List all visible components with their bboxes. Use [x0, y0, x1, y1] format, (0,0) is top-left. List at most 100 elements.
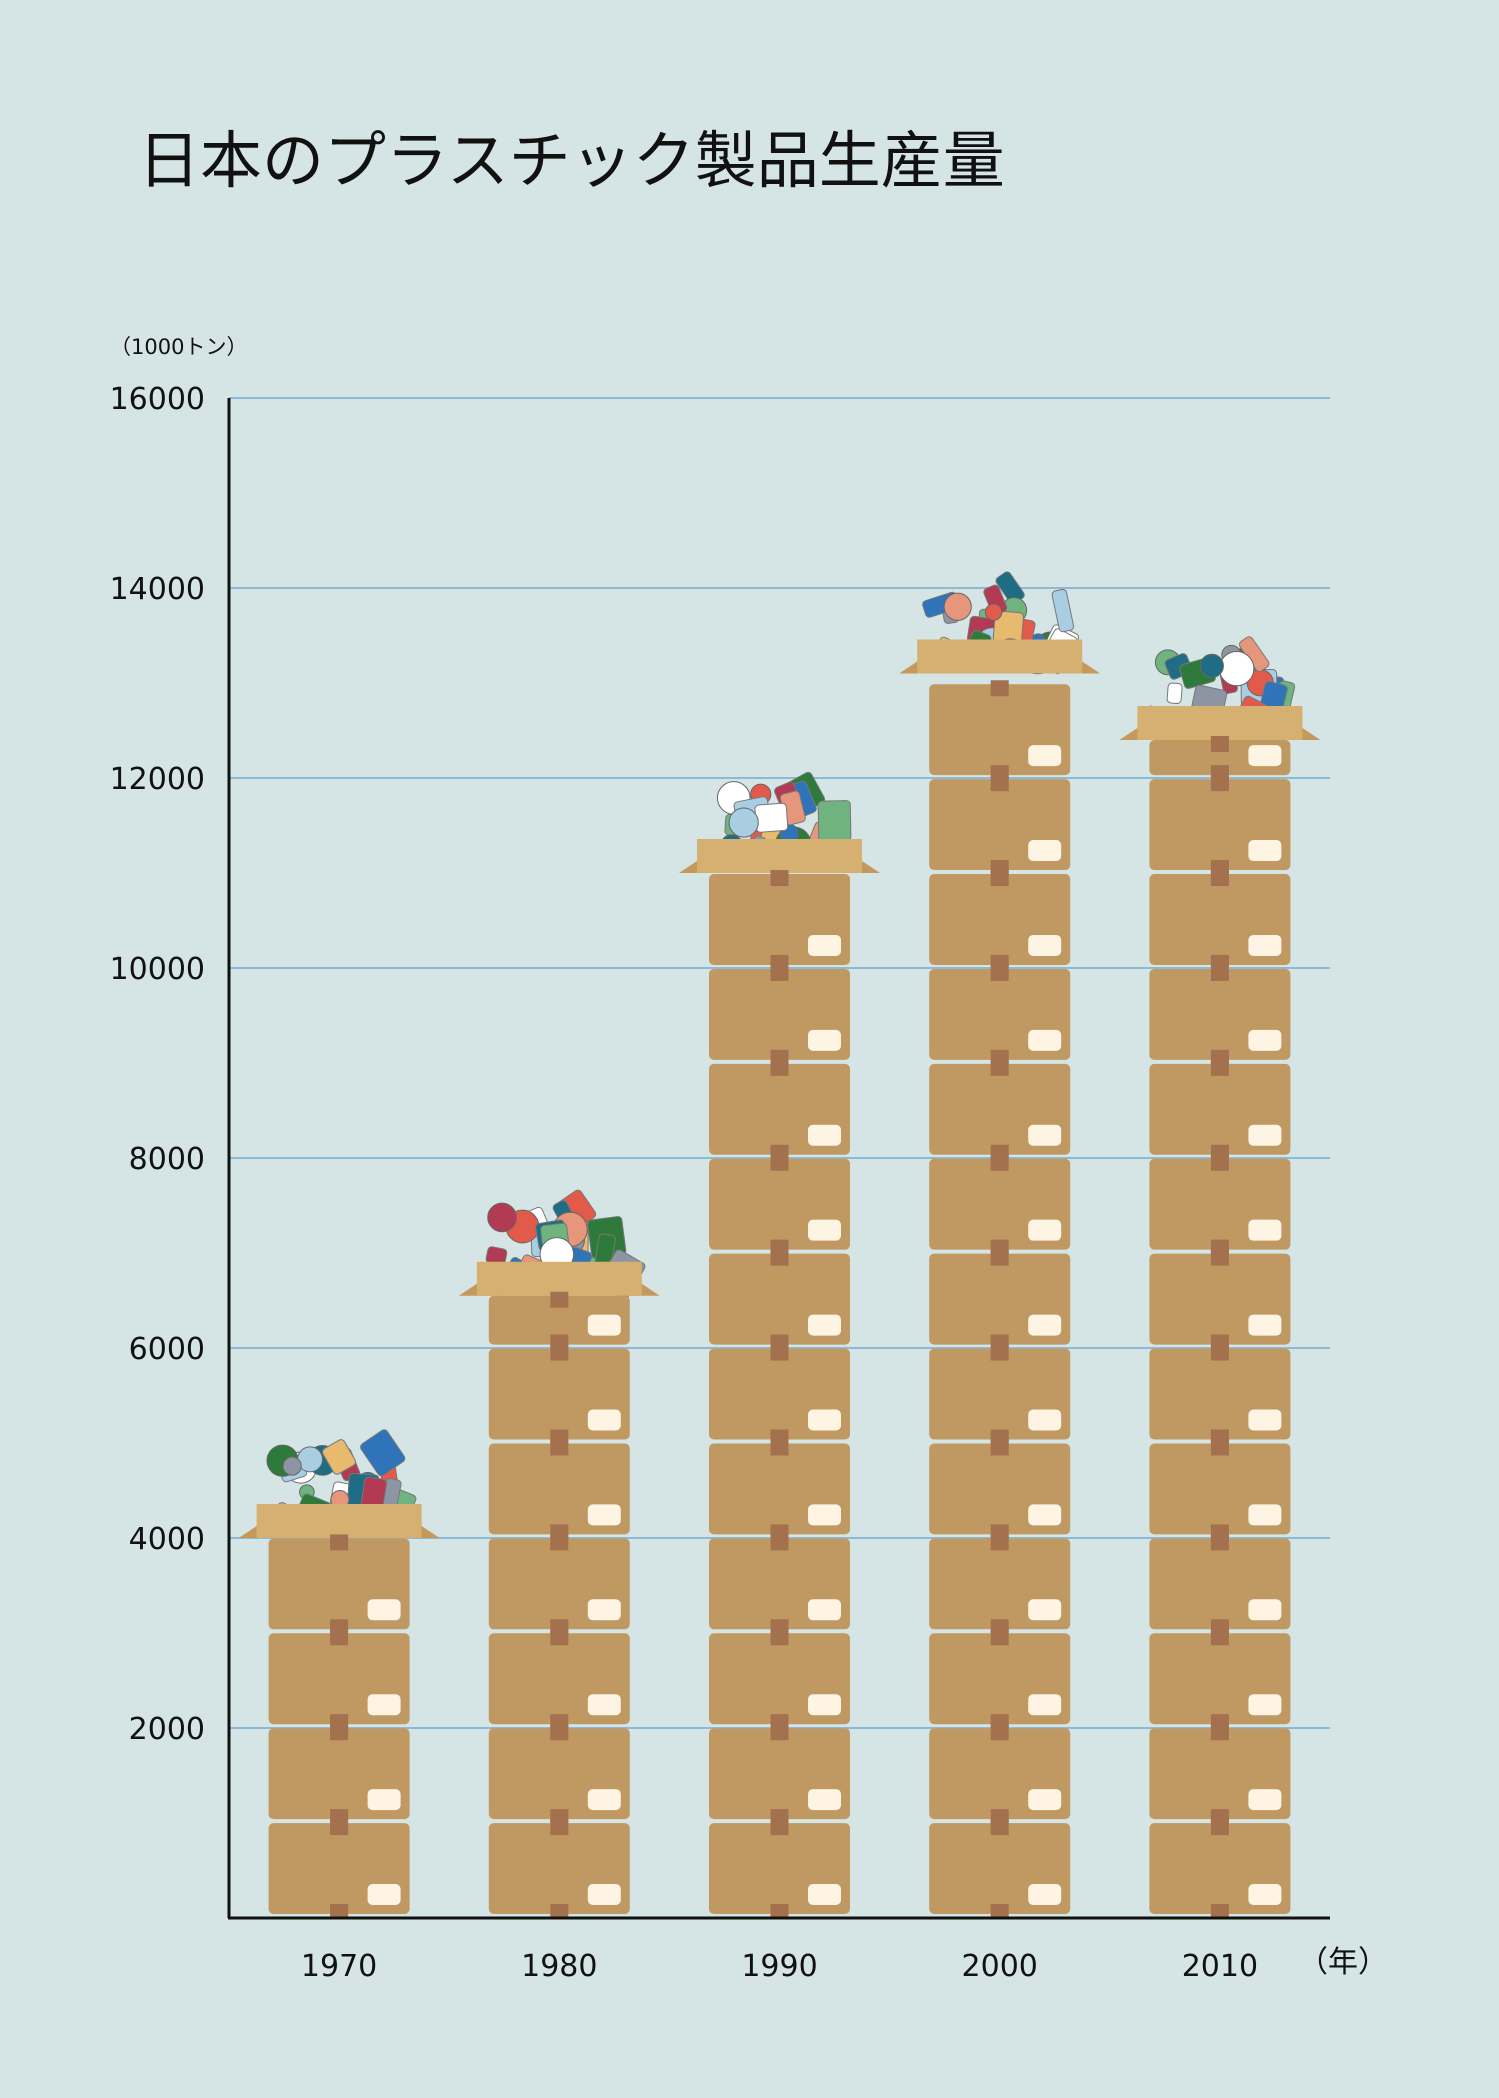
- box-label: [1248, 1219, 1282, 1241]
- box-tape: [1210, 1429, 1229, 1444]
- y-tick-label: 2000: [129, 1712, 205, 1747]
- box-label: [808, 1124, 841, 1146]
- box-tape: [770, 1714, 789, 1729]
- box-label: [808, 1029, 841, 1051]
- box-label: [1028, 1409, 1062, 1431]
- box-label: [587, 1314, 621, 1336]
- box-label: [1248, 1884, 1282, 1905]
- plastic-item: [728, 807, 759, 838]
- box-tape: [1210, 1904, 1229, 1918]
- x-tick-label: 2000: [962, 1949, 1038, 1984]
- box-tape: [1210, 860, 1229, 875]
- box-tape: [550, 1809, 569, 1824]
- box-tape: [1210, 736, 1229, 752]
- box-tape: [1210, 1809, 1229, 1824]
- box-tape: [330, 1904, 349, 1918]
- y-tick-label: 6000: [129, 1332, 205, 1367]
- plastic-item: [754, 802, 789, 833]
- box-tape: [990, 1429, 1009, 1444]
- box-tape: [990, 1619, 1009, 1634]
- bar: [679, 771, 880, 1918]
- plastic-item: [1166, 682, 1183, 704]
- y-tick-label: 10000: [110, 952, 205, 987]
- box-label: [587, 1599, 621, 1621]
- box-label: [808, 934, 841, 956]
- box-rim: [476, 1261, 642, 1296]
- box-tape: [330, 1534, 349, 1551]
- box-label: [808, 1219, 841, 1241]
- x-tick-label: 1970: [301, 1949, 377, 1984]
- box-label: [1028, 1029, 1062, 1051]
- box-tape: [990, 765, 1009, 780]
- box-tape: [990, 680, 1009, 697]
- box-tape: [1210, 1239, 1229, 1254]
- box-label: [1248, 1409, 1282, 1431]
- box-rim: [1137, 706, 1303, 740]
- box-label: [808, 1599, 841, 1621]
- box-label: [367, 1599, 401, 1621]
- bar: [899, 571, 1101, 1918]
- plastic-item: [360, 1429, 406, 1477]
- box-tape: [770, 1144, 789, 1159]
- box-label: [808, 1789, 841, 1811]
- box-tape: [330, 1619, 349, 1634]
- plastic-item: [322, 1439, 357, 1475]
- plastic-item: [817, 800, 852, 842]
- box-rim: [256, 1504, 422, 1538]
- box-tape: [990, 1809, 1009, 1824]
- box-tape: [1210, 1334, 1229, 1349]
- box-label: [1028, 840, 1062, 862]
- box-tape: [330, 1714, 349, 1729]
- x-tick-label: 2010: [1182, 1949, 1258, 1984]
- x-axis-unit-label: （年）: [1298, 1945, 1388, 1980]
- box-label: [808, 1314, 841, 1336]
- box-label: [808, 1504, 841, 1526]
- plastic-item: [1218, 650, 1255, 687]
- box-tape: [990, 954, 1009, 969]
- plastic-item: [943, 592, 972, 621]
- box-label: [1028, 745, 1062, 767]
- plastic-item: [1051, 588, 1075, 633]
- box-label: [587, 1694, 621, 1716]
- x-axis-ticks: 1970 1980 1990 2000 2010: [301, 1949, 1258, 1984]
- box-tape: [990, 1714, 1009, 1729]
- box-label: [587, 1884, 621, 1905]
- box-rim: [697, 839, 862, 873]
- box-label: [587, 1789, 621, 1811]
- box-tape: [990, 1904, 1009, 1918]
- box-tape: [770, 1524, 789, 1539]
- box-label: [587, 1409, 621, 1431]
- plastic-item: [984, 603, 1003, 621]
- box-tape: [1210, 1714, 1229, 1729]
- box-label: [808, 1409, 841, 1431]
- y-tick-label: 16000: [110, 382, 205, 417]
- box-label: [1028, 1314, 1062, 1336]
- box-tape: [770, 1904, 789, 1918]
- box-label: [1028, 934, 1062, 956]
- box-label: [1028, 1504, 1062, 1526]
- bar-stacks: [238, 571, 1321, 1918]
- box-tape: [550, 1334, 569, 1349]
- bar: [238, 1429, 440, 1918]
- box-label: [1028, 1789, 1062, 1811]
- box-label: [367, 1789, 401, 1811]
- box-label: [367, 1884, 401, 1905]
- box-label: [1028, 1884, 1062, 1905]
- box-tape: [990, 1049, 1009, 1064]
- box-tape: [1210, 954, 1229, 969]
- box-tape: [1210, 1619, 1229, 1634]
- box-tape: [990, 1239, 1009, 1254]
- box-label: [1248, 1314, 1282, 1336]
- y-tick-label: 4000: [129, 1522, 205, 1557]
- box-tape: [1210, 1524, 1229, 1539]
- chart-title: 日本のプラスチック製品生産量: [138, 124, 1005, 197]
- box-label: [808, 1694, 841, 1716]
- box-tape: [990, 1524, 1009, 1539]
- box-label: [1248, 1504, 1282, 1526]
- box-label: [1028, 1219, 1062, 1241]
- box-tape: [990, 1144, 1009, 1159]
- x-tick-label: 1990: [741, 1949, 817, 1984]
- box-tape: [990, 1334, 1009, 1349]
- y-tick-label: 14000: [110, 572, 205, 607]
- box-tape: [770, 1809, 789, 1824]
